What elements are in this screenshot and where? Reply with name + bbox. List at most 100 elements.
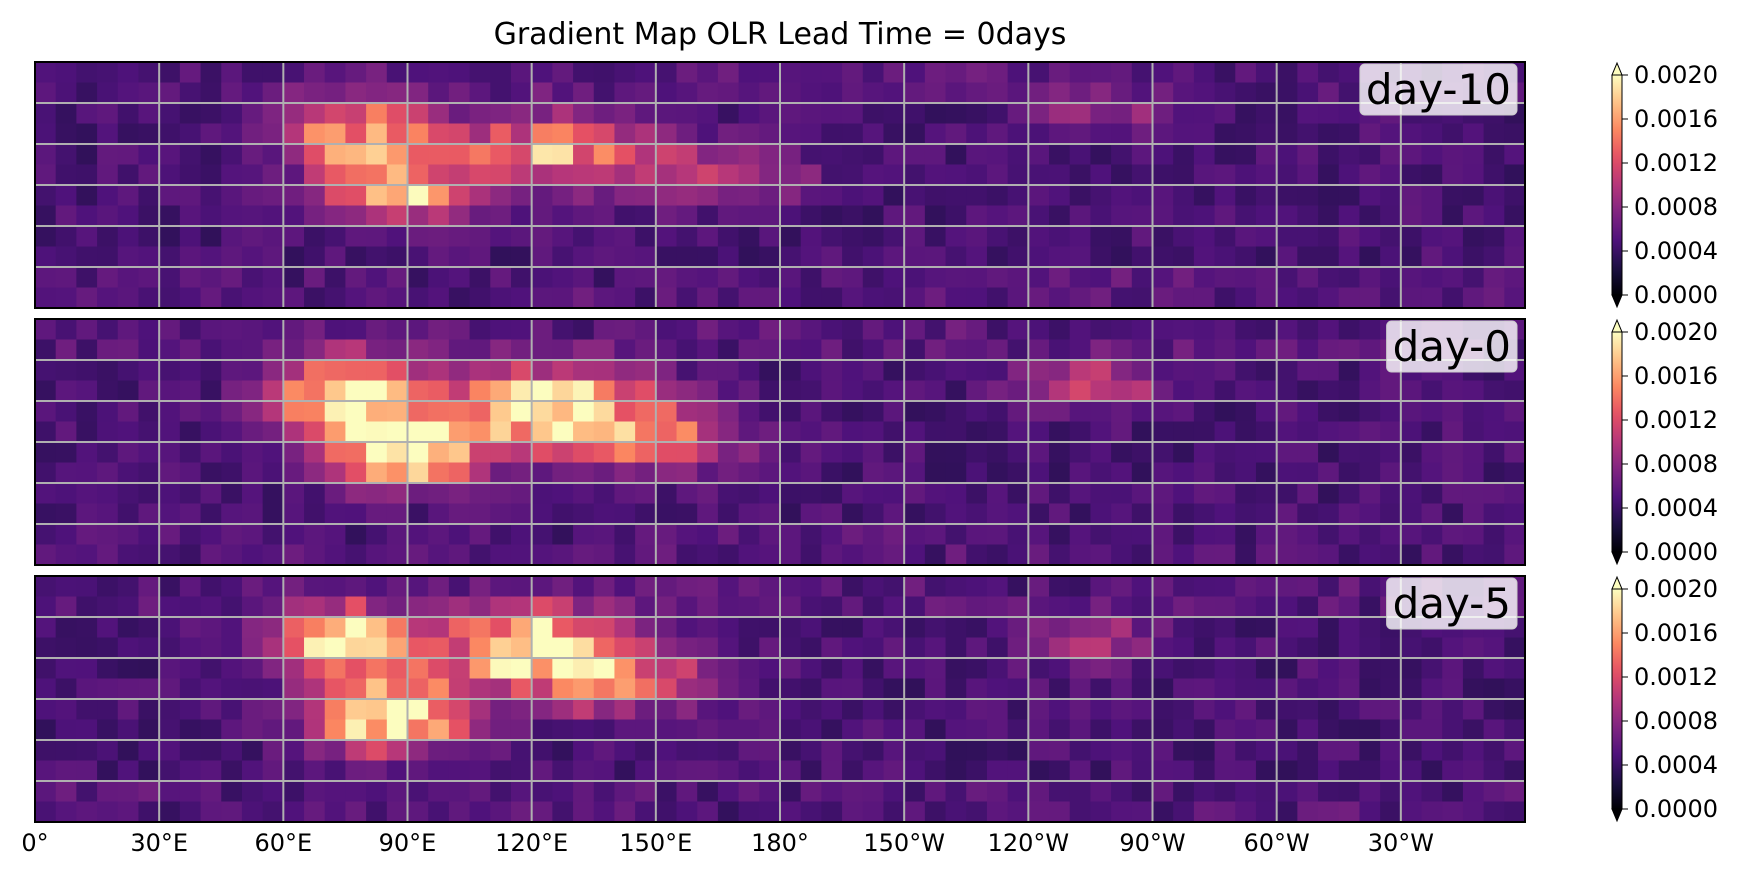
heatmap-cell	[1462, 144, 1485, 166]
heatmap-cell	[1421, 544, 1443, 565]
colorbar-tick-label: 0.0008	[1634, 707, 1718, 735]
heatmap-cell	[1193, 524, 1216, 546]
heatmap-cell	[531, 658, 553, 680]
heatmap-cell	[800, 719, 822, 741]
heatmap-cell	[76, 226, 98, 248]
heatmap-cell	[1173, 576, 1195, 598]
heatmap-cell	[1400, 226, 1423, 248]
heatmap-cell	[1007, 164, 1029, 186]
heatmap-cell	[1152, 319, 1174, 341]
heatmap-cell	[262, 781, 284, 803]
heatmap-cell	[200, 82, 222, 104]
heatmap-cell	[179, 781, 202, 803]
heatmap-cell	[1069, 205, 1092, 227]
heatmap-cell	[821, 699, 843, 721]
heatmap-cell	[1131, 421, 1154, 443]
heatmap-cell	[448, 781, 471, 803]
heatmap-cell	[1152, 185, 1174, 207]
heatmap-cell	[138, 144, 160, 166]
heatmap-cell	[1359, 462, 1381, 484]
heatmap-cell	[655, 544, 678, 565]
heatmap-cell	[1380, 123, 1402, 145]
heatmap-cell	[1152, 164, 1174, 186]
heatmap-cell	[1214, 801, 1236, 822]
heatmap-cell	[1276, 462, 1298, 484]
heatmap-cell	[448, 82, 471, 104]
heatmap-cell	[1318, 483, 1340, 505]
heatmap-cell	[407, 503, 429, 525]
heatmap-cell	[159, 617, 181, 639]
heatmap-cell	[1111, 617, 1133, 639]
heatmap-cell	[324, 226, 347, 248]
heatmap-cell	[1483, 267, 1505, 289]
heatmap-cell	[448, 185, 471, 207]
heatmap-cell	[221, 164, 243, 186]
heatmap-cell	[800, 760, 822, 782]
heatmap-cell	[821, 360, 843, 382]
heatmap-cell	[97, 760, 119, 782]
heatmap-cell	[1069, 421, 1092, 443]
heatmap-cell	[1318, 421, 1340, 443]
heatmap-cell	[821, 637, 843, 659]
heatmap-cell	[510, 287, 533, 308]
heatmap-cell	[1235, 380, 1257, 402]
heatmap-cell	[428, 421, 450, 443]
heatmap-cell	[1090, 421, 1112, 443]
heatmap-cell	[552, 380, 574, 402]
heatmap-cell	[1007, 781, 1029, 803]
heatmap-cell	[1028, 246, 1050, 268]
heatmap-cell	[1318, 185, 1340, 207]
heatmap-cell	[1131, 740, 1154, 762]
heatmap-cell	[262, 246, 284, 268]
heatmap-cell	[76, 442, 98, 464]
heatmap-cell	[510, 760, 533, 782]
heatmap-cell	[1276, 576, 1298, 598]
heatmap-cell	[448, 637, 471, 659]
heatmap-cell	[179, 246, 202, 268]
heatmap-cell	[821, 544, 843, 565]
heatmap-cell	[1007, 339, 1029, 361]
heatmap-cell	[1214, 503, 1236, 525]
heatmap-cell	[821, 503, 843, 525]
heatmap-cell	[531, 617, 553, 639]
heatmap-cell	[1359, 319, 1381, 341]
heatmap-cell	[1111, 801, 1133, 822]
heatmap-cell	[304, 226, 326, 248]
heatmap-cell	[1442, 483, 1464, 505]
heatmap-cell	[945, 82, 967, 104]
map-panel: day-0	[34, 318, 1526, 566]
heatmap-cell	[55, 82, 77, 104]
heatmap-cell	[1359, 576, 1381, 598]
heatmap-cell	[490, 503, 512, 525]
heatmap-cell	[593, 740, 616, 762]
heatmap-cell	[1049, 319, 1071, 341]
heatmap-cell	[117, 760, 140, 782]
heatmap-cell	[1111, 144, 1133, 166]
heatmap-cell	[200, 801, 222, 822]
heatmap-cell	[241, 503, 264, 525]
heatmap-cell	[1359, 637, 1381, 659]
heatmap-cell	[1131, 246, 1154, 268]
panel-label: day-5	[1393, 579, 1511, 628]
heatmap-cell	[366, 205, 388, 227]
heatmap-cell	[862, 637, 885, 659]
heatmap-cell	[1193, 617, 1216, 639]
heatmap-cell	[738, 699, 760, 721]
heatmap-cell	[1442, 699, 1464, 721]
heatmap-cell	[842, 123, 864, 145]
heatmap-cell	[531, 442, 553, 464]
heatmap-cell	[1214, 246, 1236, 268]
heatmap-cell	[304, 576, 326, 598]
heatmap-cell	[304, 442, 326, 464]
heatmap-cell	[842, 576, 864, 598]
x-tick-label: 90°E	[379, 829, 437, 857]
heatmap-cell	[407, 246, 429, 268]
heatmap-cell	[179, 226, 202, 248]
heatmap-cell	[1173, 103, 1195, 125]
heatmap-cell	[614, 719, 636, 741]
heatmap-cell	[159, 287, 181, 308]
heatmap-cell	[1111, 421, 1133, 443]
heatmap-cell	[200, 62, 222, 84]
heatmap-cell	[345, 658, 367, 680]
heatmap-cell	[1483, 801, 1505, 822]
